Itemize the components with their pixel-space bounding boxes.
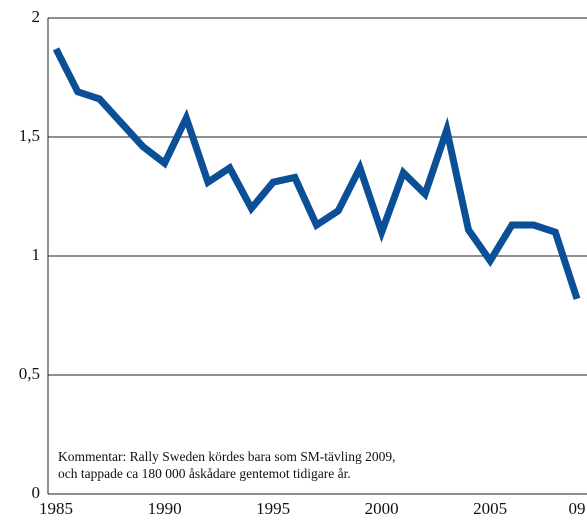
y-tick-label: 2 — [32, 7, 41, 26]
x-tick-label: 1985 — [39, 499, 73, 518]
annotation: och tappade ca 180 000 åskådare gentemot… — [58, 466, 351, 481]
annotation: Kommentar: Rally Sweden kördes bara som … — [58, 449, 395, 464]
x-tick-label: 09 — [569, 499, 586, 518]
annotation-box — [54, 444, 494, 488]
x-tick-label: 1995 — [256, 499, 290, 518]
y-tick-label: 1 — [32, 245, 41, 264]
x-tick-label: 1990 — [148, 499, 182, 518]
x-tick-label: 2005 — [473, 499, 507, 518]
x-tick-label: 2000 — [365, 499, 399, 518]
y-tick-label: 0,5 — [19, 364, 40, 383]
data-line — [52, 47, 581, 300]
y-tick-label: 1,5 — [19, 126, 40, 145]
y-tick-label: 0 — [32, 483, 41, 502]
